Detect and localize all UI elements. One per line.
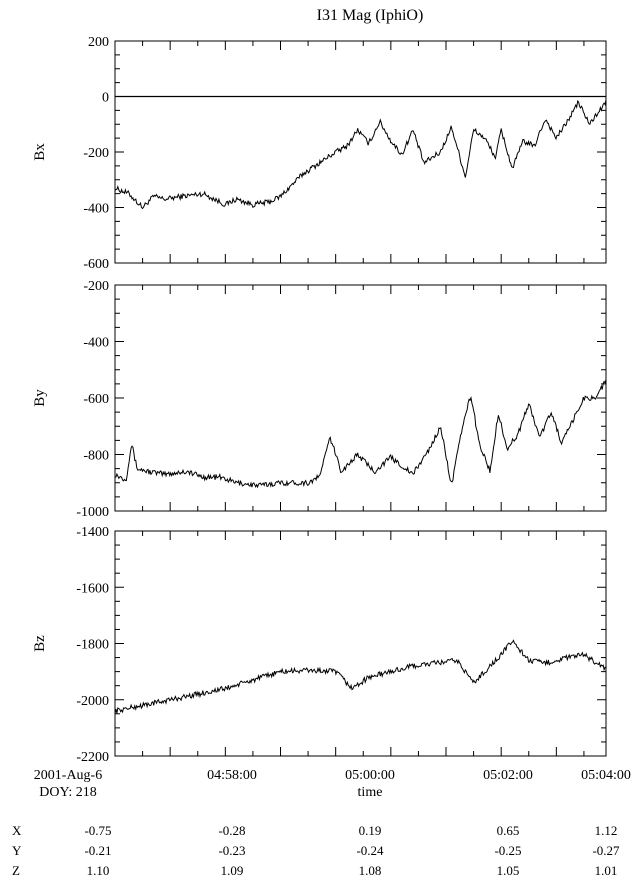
bz-y-tick-label: -2000 <box>76 694 109 709</box>
bx-y-tick-label: 200 <box>88 35 109 50</box>
eph-z-3: 1.08 <box>359 863 382 878</box>
eph-x-3: 0.19 <box>359 823 382 838</box>
bx-y-tick-label: -200 <box>83 146 109 161</box>
eph-row-label-x: X <box>12 823 22 838</box>
bx-axis-title: Bx <box>32 143 48 161</box>
eph-y-4: -0.25 <box>494 843 521 858</box>
doy-label: DOY: 218 <box>39 785 96 800</box>
eph-row-label-z: Z <box>12 863 20 878</box>
eph-z-1: 1.10 <box>87 863 110 878</box>
panel-bz: -2200 -2000 -1800 -1600 -1400 Bz <box>32 525 607 765</box>
by-y-tick-label: -800 <box>83 449 109 464</box>
bz-series-line <box>114 639 607 714</box>
eph-x-5: 1.12 <box>595 823 618 838</box>
ephemeris-table: X -0.75 -0.28 0.19 0.65 1.12 Y -0.21 -0.… <box>12 823 620 878</box>
date-label: 2001-Aug-6 <box>34 768 102 783</box>
eph-y-2: -0.23 <box>218 843 245 858</box>
by-y-tick-label: -600 <box>83 392 109 407</box>
x-tick-label-0458: 04:58:00 <box>207 768 257 783</box>
eph-row-label-y: Y <box>12 843 22 858</box>
panel-bx: -600 -400 -200 0 200 Bx <box>32 35 607 272</box>
bx-y-tick-label: -600 <box>83 257 109 272</box>
by-axis-title: By <box>32 389 48 407</box>
by-y-tick-label: -1000 <box>76 505 109 520</box>
time-axis-labels: 2001-Aug-6 DOY: 218 04:58:00 05:00:00 05… <box>34 768 631 800</box>
bx-y-tick-label: 0 <box>102 91 109 106</box>
bz-y-tick-label: -1800 <box>76 638 109 653</box>
eph-y-5: -0.27 <box>592 843 620 858</box>
bx-y-tick-label: -400 <box>83 202 109 217</box>
by-series-line <box>114 379 607 489</box>
x-axis-title: time <box>358 785 383 800</box>
bx-series-line <box>114 99 607 210</box>
x-tick-label-0500: 05:00:00 <box>345 768 395 783</box>
bz-axis-title: Bz <box>32 635 48 652</box>
x-tick-label-0502: 05:02:00 <box>483 768 533 783</box>
eph-y-1: -0.21 <box>84 843 111 858</box>
panels-group: -600-400-2000200Bx-1000-800-600-400-200B… <box>32 35 607 765</box>
figure-title: I31 Mag (IphiO) <box>317 7 424 24</box>
by-y-tick-label: -200 <box>83 279 109 294</box>
eph-z-4: 1.05 <box>497 863 520 878</box>
panel-by: -1000 -800 -600 -400 -200 By <box>32 279 607 520</box>
x-tick-label-0504: 05:04:00 <box>581 768 631 783</box>
by-y-tick-label: -400 <box>83 336 109 351</box>
eph-z-2: 1.09 <box>221 863 244 878</box>
eph-x-1: -0.75 <box>84 823 111 838</box>
by-plot-frame <box>114 284 607 512</box>
bx-plot-frame <box>114 40 607 264</box>
eph-z-5: 1.01 <box>595 863 618 878</box>
eph-x-4: 0.65 <box>497 823 520 838</box>
eph-y-3: -0.24 <box>356 843 384 858</box>
eph-x-2: -0.28 <box>218 823 245 838</box>
bz-y-tick-label: -1400 <box>76 525 109 540</box>
bz-y-tick-label: -1600 <box>76 581 109 596</box>
bz-y-tick-label: -2200 <box>76 750 109 765</box>
bz-plot-frame <box>114 530 607 757</box>
